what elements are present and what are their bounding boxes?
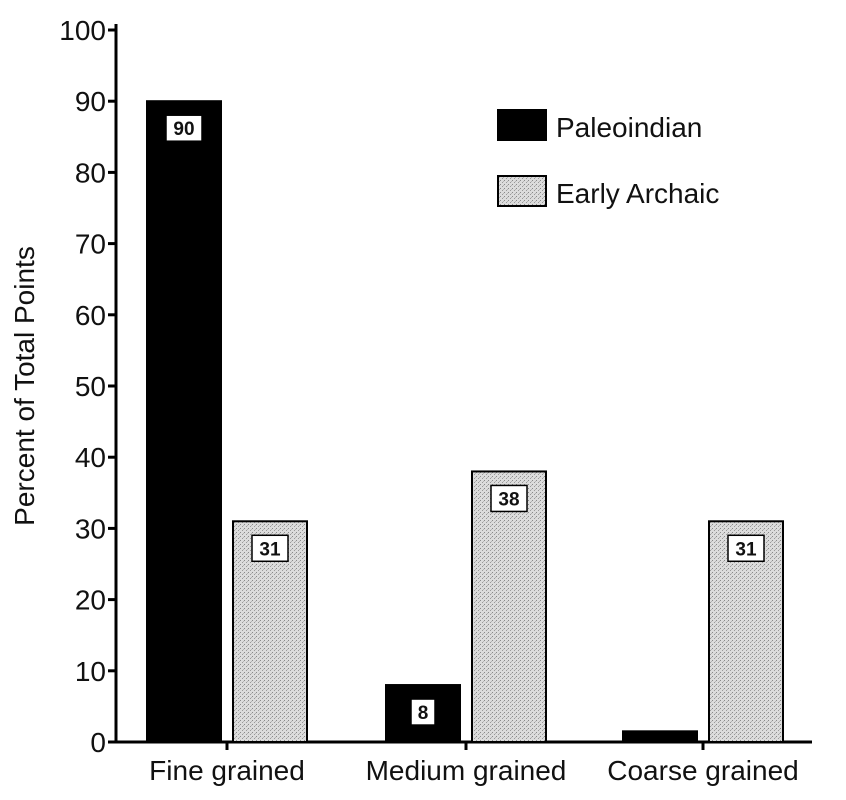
bar-paleoindian (622, 730, 698, 744)
x-category-label: Fine grained (149, 755, 305, 786)
data-label-box (251, 534, 289, 563)
data-label-box (490, 484, 528, 513)
legend-swatch-early-archaic (497, 175, 547, 207)
x-category-label: Medium grained (366, 755, 567, 786)
bar-paleoindian (146, 100, 222, 743)
y-tick-label: 40 (75, 442, 106, 473)
y-tick-label: 60 (75, 300, 106, 331)
y-tick-label: 50 (75, 371, 106, 402)
bar-early-archaic (471, 470, 547, 743)
legend-swatch-paleoindian (497, 109, 547, 141)
legend-label-paleoindian: Paleoindian (556, 112, 702, 143)
data-label: 8 (418, 703, 429, 724)
y-tick-label: 10 (75, 656, 106, 687)
data-label: 31 (735, 539, 757, 560)
x-category-label: Coarse grained (607, 755, 798, 786)
y-tick-label: 20 (75, 585, 106, 616)
y-tick-label: 90 (75, 86, 106, 117)
y-tick-label: 100 (59, 15, 106, 46)
data-label-box (165, 114, 203, 142)
legend-label-early-archaic: Early Archaic (556, 178, 719, 209)
y-tick-label: 70 (75, 229, 106, 260)
data-label-box (410, 698, 436, 726)
data-label: 90 (173, 119, 194, 140)
data-label-box (727, 534, 765, 563)
data-label: 31 (259, 539, 281, 560)
y-tick-label: 80 (75, 157, 106, 188)
y-axis-label: Percent of Total Points (9, 246, 40, 526)
y-tick-label: 0 (90, 727, 106, 758)
y-tick-label: 30 (75, 513, 106, 544)
data-label: 38 (498, 489, 519, 510)
